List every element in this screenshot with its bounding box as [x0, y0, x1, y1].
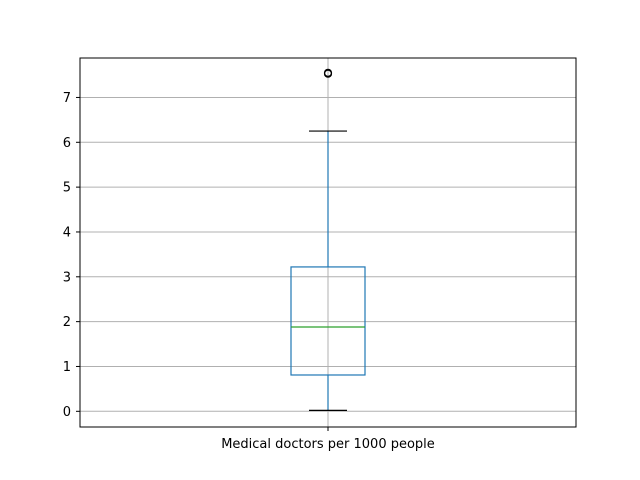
x-axis: Medical doctors per 1000 people — [221, 427, 435, 452]
y-axis: 0 1 2 3 4 5 6 7 — [63, 91, 80, 420]
y-tick-label: 2 — [63, 315, 71, 330]
iqr-box — [290, 266, 366, 376]
outlier-point — [323, 68, 333, 77]
y-tick-label: 4 — [63, 225, 71, 240]
y-tick-label: 1 — [63, 360, 71, 375]
y-tick-label: 3 — [63, 270, 71, 285]
y-tick-label: 0 — [63, 405, 71, 420]
box-plot — [290, 68, 366, 412]
x-tick-label: Medical doctors per 1000 people — [221, 437, 435, 452]
y-tick-label: 6 — [63, 136, 71, 151]
plot-area — [290, 68, 366, 412]
y-tick-label: 7 — [63, 91, 71, 106]
y-tick-label: 5 — [63, 181, 71, 196]
